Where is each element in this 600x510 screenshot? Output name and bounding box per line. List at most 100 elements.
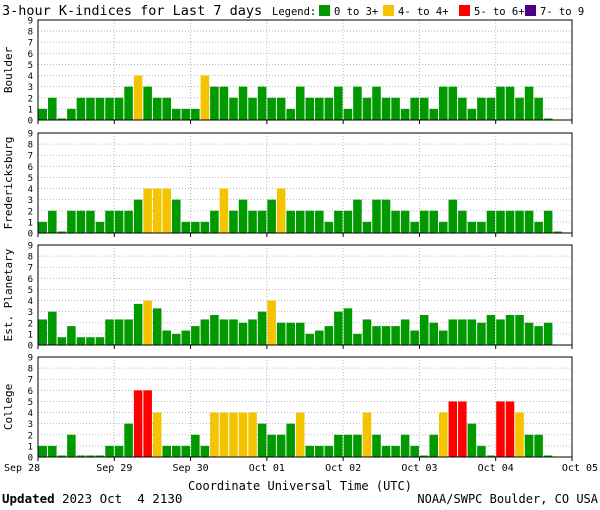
bar [191, 108, 200, 120]
bar [524, 322, 534, 345]
bar [238, 86, 248, 120]
legend-swatch-1 [383, 5, 394, 16]
y-tick-label: 2 [28, 94, 33, 104]
bar [305, 333, 315, 345]
y-tick-label: 5 [28, 174, 33, 184]
bar [429, 108, 438, 120]
bar [67, 210, 76, 233]
bar [410, 221, 419, 233]
bar [515, 315, 524, 345]
bar [343, 434, 353, 457]
bar [210, 86, 219, 120]
bar [267, 199, 276, 233]
bar [458, 97, 467, 120]
bar [524, 434, 534, 457]
bar [524, 86, 534, 120]
bar [486, 315, 496, 345]
bar [124, 423, 133, 457]
bar [458, 210, 467, 233]
bar [286, 210, 295, 233]
bar [219, 412, 229, 457]
bar [505, 315, 515, 345]
bar [448, 319, 458, 345]
bar [524, 210, 534, 233]
y-tick-label: 3 [28, 196, 33, 206]
bar [152, 308, 162, 345]
bar [543, 210, 553, 233]
bar [543, 455, 553, 457]
bar [448, 86, 458, 120]
bar [219, 319, 229, 345]
bar [439, 221, 448, 233]
bar [534, 97, 543, 120]
bar [248, 97, 257, 120]
bar [486, 455, 496, 457]
y-tick-label: 7 [28, 376, 33, 386]
bar [181, 330, 191, 345]
bar [324, 445, 334, 457]
bar [295, 86, 305, 120]
bar [267, 300, 276, 345]
legend-entry-1: 4- to 4+ [398, 6, 449, 18]
bar [162, 97, 171, 120]
bar [419, 210, 429, 233]
y-tick-label: 3 [28, 83, 33, 93]
bar [172, 199, 181, 233]
legend-swatch-3 [525, 5, 536, 16]
bar [477, 97, 486, 120]
bar [276, 434, 286, 457]
bar [67, 108, 76, 120]
series-label: College [2, 384, 15, 430]
bar [105, 210, 114, 233]
bar [362, 412, 372, 457]
bar [400, 210, 410, 233]
bar [381, 326, 391, 345]
legend: 0 to 3+ 4- to 4+ 5- to 6+ 7- to 9 [319, 5, 584, 18]
bar [486, 210, 496, 233]
bar [114, 97, 124, 120]
bar [124, 319, 133, 345]
panel-frame [37, 19, 573, 121]
bar [467, 221, 477, 233]
x-tick-label: Sep 29 [96, 463, 132, 474]
bar [38, 108, 48, 120]
bar [238, 322, 248, 345]
bar [334, 86, 343, 120]
bar [238, 412, 248, 457]
y-tick-label: 4 [28, 297, 33, 307]
bar [429, 322, 438, 345]
bar [76, 210, 86, 233]
bar [400, 108, 410, 120]
x-tick-label: Oct 05 [562, 463, 598, 474]
bar [162, 445, 171, 457]
bar [48, 97, 57, 120]
chart-title: 3-hour K-indices for Last 7 days [2, 3, 262, 19]
bar [48, 210, 57, 233]
bar [477, 322, 486, 345]
bar [105, 445, 114, 457]
bar [353, 333, 362, 345]
bar [353, 199, 362, 233]
bar [133, 390, 143, 457]
bar [219, 188, 229, 233]
bar [48, 311, 57, 345]
bar [315, 210, 324, 233]
panel-frame [37, 356, 573, 458]
bar [152, 188, 162, 233]
bar [305, 210, 315, 233]
bar [210, 412, 219, 457]
bar [477, 221, 486, 233]
bar [257, 210, 267, 233]
bar [391, 445, 400, 457]
bar [334, 434, 343, 457]
bar [210, 315, 219, 345]
y-tick-label: 2 [28, 207, 33, 217]
bar [162, 330, 171, 345]
bar [400, 434, 410, 457]
bar [372, 326, 381, 345]
bar [467, 423, 477, 457]
bar [181, 108, 191, 120]
bar [286, 322, 295, 345]
